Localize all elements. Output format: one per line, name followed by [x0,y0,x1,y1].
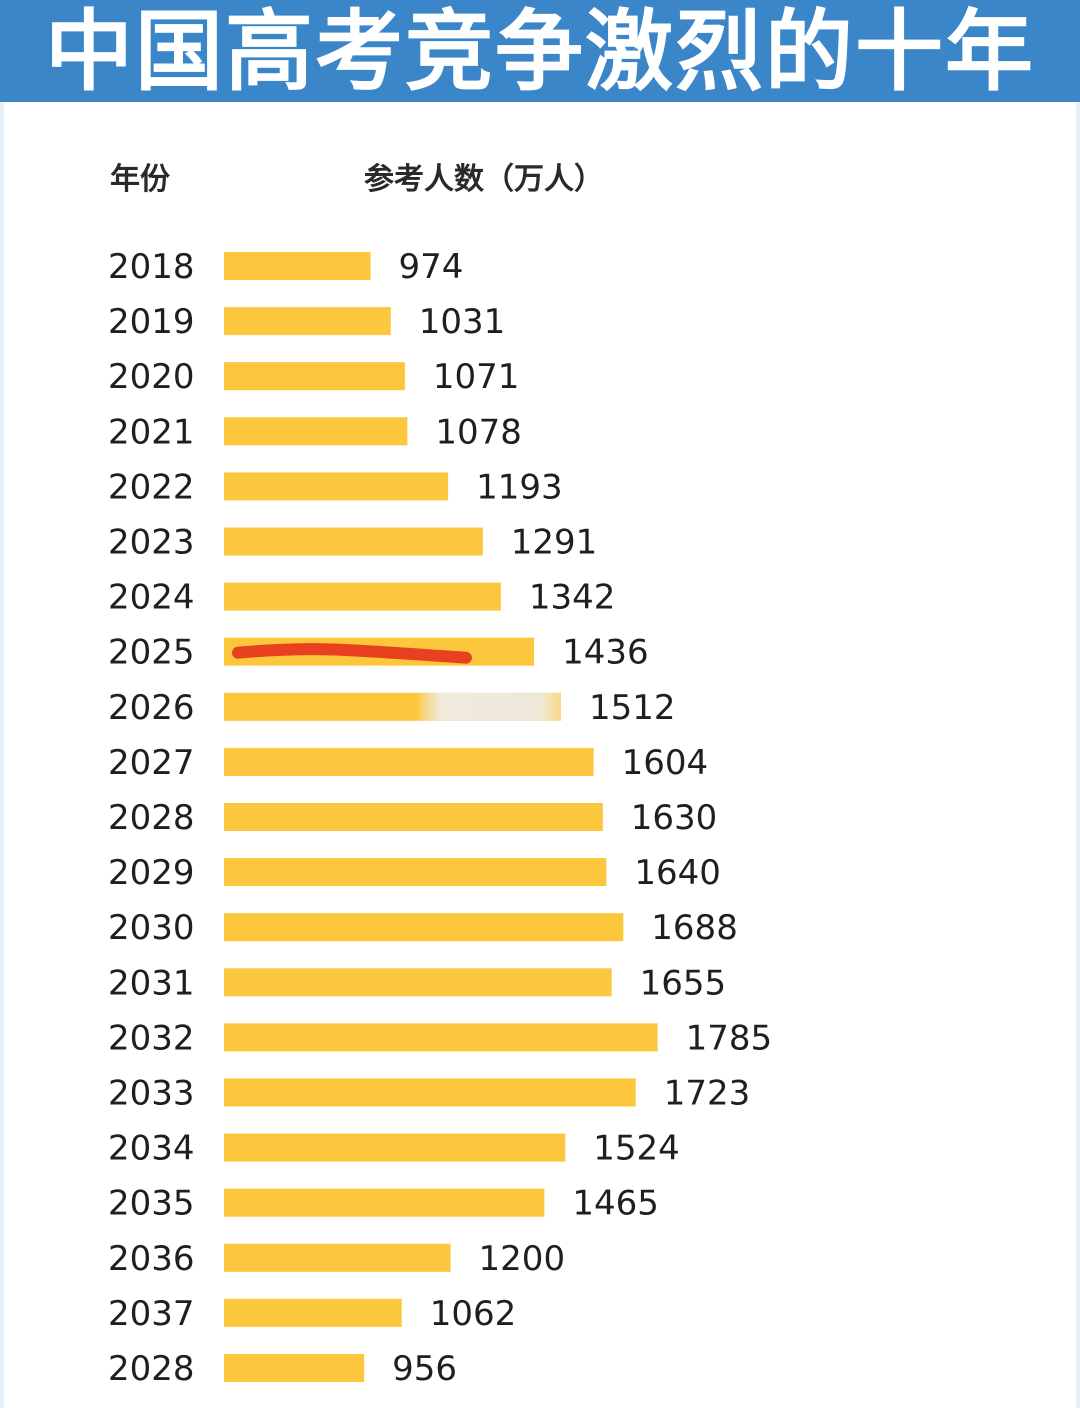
year-label: 2021 [108,412,195,452]
year-label: 2028 [108,1349,195,1389]
bar [224,803,603,831]
year-label: 2019 [108,302,195,342]
year-label: 2031 [108,963,195,1003]
bar [224,307,391,336]
bar [224,582,501,611]
value-label: 1604 [622,743,709,783]
count-column-header: 参考人数（万人） [364,162,604,197]
bar [224,968,612,997]
value-label: 1071 [433,357,520,397]
year-label: 2025 [108,633,195,673]
year-label: 2037 [108,1294,195,1334]
right-border [1076,102,1080,1408]
blurred-overlay [419,692,562,721]
value-label: 1723 [664,1074,751,1114]
year-label: 2028 [108,798,195,838]
bar [224,858,607,887]
value-label: 1031 [419,302,506,342]
year-label: 2035 [108,1184,195,1224]
bars-layer: 2018 974 2019 1031 2020 1071 2021 1078 2022 1193 2… [108,247,772,1389]
year-label: 2023 [108,523,195,563]
value-label: 1640 [634,853,721,893]
value-label: 1291 [511,523,598,563]
year-label: 2033 [108,1074,195,1114]
bar [224,1354,365,1382]
value-label: 1512 [589,688,676,728]
chart-title: 中国高考竞争激烈的十年 [44,0,1035,102]
year-label: 2032 [108,1018,195,1058]
bar [224,1298,402,1327]
value-label: 1200 [479,1239,566,1279]
bar [224,527,483,556]
value-label: 1078 [435,412,522,452]
value-label: 1524 [593,1129,680,1169]
bar [224,362,405,391]
value-label: 1688 [651,908,738,948]
value-label: 1785 [686,1018,773,1058]
bar [224,747,594,776]
value-label: 1062 [430,1294,517,1334]
bar [224,913,624,942]
value-label: 1465 [572,1184,659,1224]
bar [224,1188,545,1217]
bar [224,472,449,501]
bar [224,1078,636,1107]
value-label: 956 [392,1349,457,1389]
bar [224,252,371,280]
year-column-header: 年份 [110,162,170,197]
bar [224,417,408,446]
bar [224,1243,451,1272]
bar [224,1023,658,1052]
year-label: 2026 [108,688,195,728]
value-label: 974 [399,247,464,287]
year-label: 2029 [108,853,195,893]
value-label: 1436 [562,633,649,673]
year-label: 2034 [108,1129,195,1169]
left-border [0,102,4,1408]
value-label: 1655 [640,963,727,1003]
value-label: 1193 [476,467,563,507]
year-label: 2020 [108,357,195,397]
value-label: 1342 [529,578,616,618]
year-label: 2022 [108,467,195,507]
red-underline-mark [232,643,472,664]
year-label: 2036 [108,1239,195,1279]
value-label: 1630 [631,798,718,838]
year-label: 2024 [108,578,195,618]
title-banner: 中国高考竞争激烈的十年 [0,0,1080,102]
year-label: 2018 [108,247,195,287]
year-label: 2027 [108,743,195,783]
bar [224,1133,566,1162]
year-label: 2030 [108,908,195,948]
